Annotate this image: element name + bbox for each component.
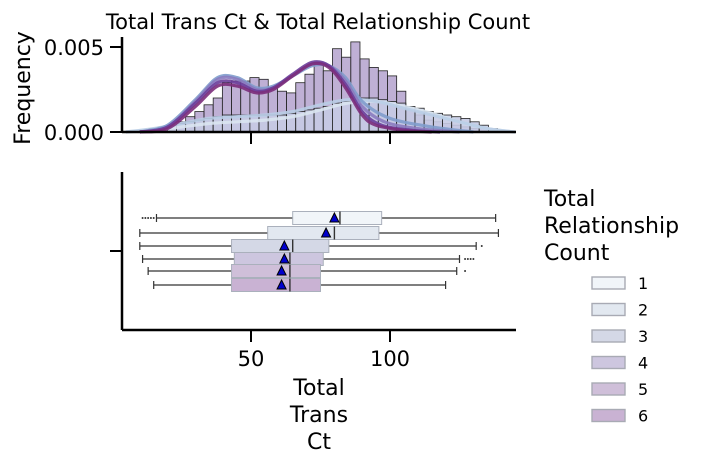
outlier-point	[149, 217, 152, 219]
outlier-point	[469, 258, 472, 260]
legend-swatch-3	[591, 329, 626, 343]
legend-swatch-6	[591, 408, 626, 423]
box-x-ticks: 50 100	[238, 330, 410, 371]
kde-line-2	[125, 97, 516, 134]
box-x-tick-label: 50	[238, 347, 265, 371]
outlier-point	[464, 258, 467, 260]
legend-swatch-5	[591, 382, 626, 396]
legend-label-4: 4	[638, 354, 648, 373]
legend-swatch-4	[591, 355, 626, 370]
legend-label-1: 1	[638, 274, 648, 293]
mean-marker	[276, 278, 287, 290]
mean-marker	[279, 252, 290, 264]
hist-bar-light	[341, 101, 352, 133]
outlier-point	[466, 258, 469, 260]
boxplot-panel: 50 100 Total Trans Ct	[110, 172, 516, 455]
y-axis-label: Frequency	[11, 31, 36, 145]
legend-swatch-1	[591, 276, 626, 290]
hist-x-ticks	[250, 132, 391, 144]
outlier-point	[152, 217, 155, 219]
box-3	[231, 239, 330, 253]
hist-bar-light	[258, 114, 269, 133]
legend-label-3: 3	[638, 327, 648, 346]
outlier-point	[147, 217, 150, 219]
hist-bar-light	[249, 114, 260, 133]
kde-line-6	[139, 61, 432, 134]
chart-title: Total Trans Ct & Total Relationship Coun…	[105, 10, 530, 34]
hist-y-tick-label: 0.005	[44, 36, 104, 60]
legend-entries: 1 2 3 4 5 6	[591, 274, 648, 426]
boxplots	[139, 211, 500, 292]
legend-title-line: Relationship	[544, 214, 679, 239]
outlier-point	[144, 217, 147, 219]
kde-lines	[125, 60, 516, 134]
legend: Total Relationship Count 1 2 3 4 5 6	[543, 187, 679, 426]
x-axis-label-line: Trans	[289, 403, 348, 428]
legend-title-line: Count	[544, 241, 610, 266]
box-6	[231, 278, 321, 292]
outlier-point	[472, 258, 475, 260]
x-axis-label-line: Total	[292, 376, 344, 401]
outlier-point	[464, 270, 467, 272]
mean-marker	[320, 226, 332, 238]
legend-swatch-2	[591, 302, 626, 317]
histogram-panel: 0.000 0.005 Frequency	[11, 31, 516, 145]
box-x-tick-label: 100	[370, 347, 410, 371]
box-5	[231, 264, 321, 278]
legend-title-line: Total	[543, 187, 595, 212]
legend-label-5: 5	[638, 380, 648, 399]
mean-marker	[329, 211, 340, 223]
x-axis-label: Total Trans Ct	[289, 376, 348, 455]
outlier-point	[141, 217, 144, 219]
outlier-point	[480, 245, 483, 247]
x-axis-label-line: Ct	[307, 430, 331, 455]
hist-y-ticks: 0.000 0.005	[44, 36, 122, 145]
hist-y-tick-label: 0.000	[44, 121, 104, 145]
legend-title: Total Relationship Count	[543, 187, 679, 266]
box-4	[233, 252, 324, 266]
mean-marker	[279, 239, 290, 251]
mean-marker	[276, 264, 287, 276]
legend-label-2: 2	[638, 301, 648, 320]
legend-label-6: 6	[638, 407, 648, 426]
